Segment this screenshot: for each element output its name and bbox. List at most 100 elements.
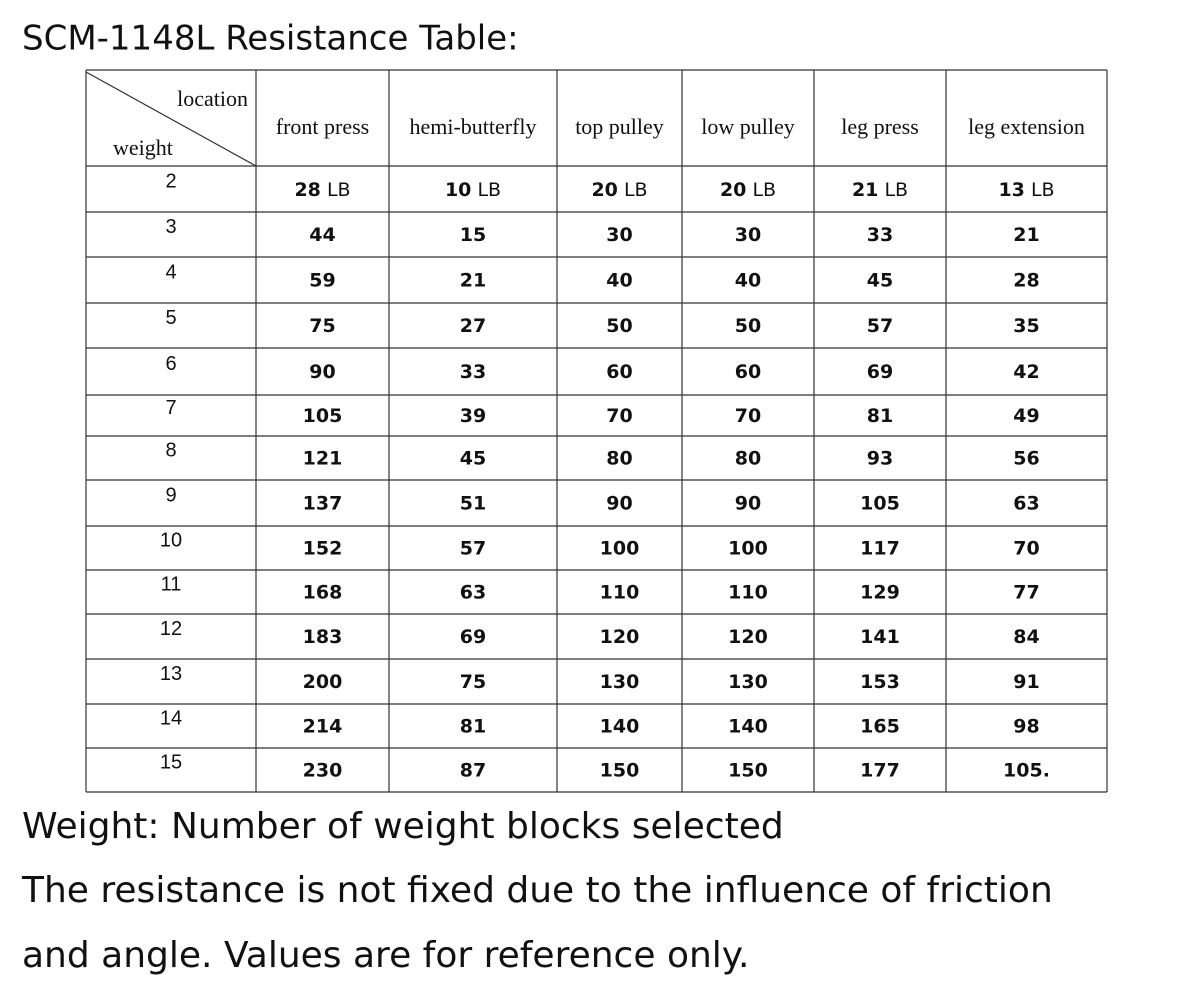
value-cell: 81	[867, 405, 893, 427]
value-cell: 150	[728, 760, 768, 782]
value-cell: 10 LB	[445, 179, 501, 201]
value-cell: 141	[860, 626, 900, 648]
value-cell: 105	[303, 405, 343, 427]
value-cell: 70	[1013, 538, 1039, 560]
value-cell: 56	[1013, 448, 1039, 470]
unit: LB	[884, 179, 908, 201]
value: 13	[998, 179, 1024, 201]
value-cell: 63	[1013, 493, 1039, 515]
value-cell: 140	[728, 716, 768, 738]
value-cell: 183	[303, 626, 343, 648]
unit: LB	[624, 179, 648, 201]
value-cell: 84	[1013, 626, 1039, 648]
value: 21	[852, 179, 878, 201]
value: 10	[445, 179, 471, 201]
footer-line: and angle. Values are for reference only…	[22, 935, 749, 976]
value-cell: 91	[1013, 671, 1039, 693]
weight-cell: 14	[160, 707, 182, 729]
unit: LB	[1031, 179, 1055, 201]
value-cell: 80	[735, 448, 761, 470]
value-cell: 20 LB	[720, 179, 776, 201]
value-cell: 20 LB	[591, 179, 647, 201]
weight-cell: 9	[165, 484, 176, 506]
value-cell: 130	[600, 671, 640, 693]
value-cell: 69	[460, 626, 486, 648]
corner-diagonal	[85, 71, 257, 167]
column-header: leg extension	[968, 114, 1085, 139]
value-cell: 153	[860, 671, 900, 693]
weight-cell: 15	[160, 751, 182, 773]
footer-line: Weight: Number of weight blocks selected	[22, 806, 784, 847]
unit: LB	[752, 179, 776, 201]
value-cell: 30	[606, 224, 632, 246]
value-cell: 70	[606, 405, 632, 427]
value-cell: 140	[600, 716, 640, 738]
value-cell: 27	[460, 315, 486, 337]
weight-cell: 10	[160, 529, 182, 551]
value-cell: 137	[303, 493, 343, 515]
weight-cell: 5	[165, 307, 176, 329]
value-cell: 59	[309, 270, 335, 292]
corner-label: weight	[113, 135, 173, 160]
value: 28	[294, 179, 320, 201]
weight-cell: 12	[160, 618, 182, 640]
value-cell: 90	[735, 493, 761, 515]
weight-cell: 6	[165, 353, 176, 375]
value-cell: 21	[460, 270, 486, 292]
value-cell: 50	[606, 315, 632, 337]
column-header: leg press	[841, 114, 919, 139]
value-cell: 69	[867, 361, 893, 383]
value-cell: 39	[460, 405, 486, 427]
value-cell: 177	[860, 760, 900, 782]
value: 20	[591, 179, 617, 201]
column-header: low pulley	[701, 114, 795, 139]
value-cell: 130	[728, 671, 768, 693]
value: 20	[720, 179, 746, 201]
value-cell: 40	[735, 270, 761, 292]
weight-cell: 8	[165, 439, 176, 461]
weight-cell: 11	[161, 573, 182, 595]
value-cell: 121	[303, 448, 343, 470]
value-cell: 214	[303, 716, 343, 738]
value-cell: 70	[735, 405, 761, 427]
value-cell: 21	[1013, 224, 1039, 246]
value-cell: 87	[460, 760, 486, 782]
value-cell: 51	[460, 493, 486, 515]
value-cell: 40	[606, 270, 632, 292]
weight-cell: 2	[165, 170, 176, 192]
value-cell: 105.	[1003, 760, 1050, 782]
value-cell: 60	[606, 361, 632, 383]
value-cell: 105	[860, 493, 900, 515]
value-cell: 150	[600, 760, 640, 782]
value-cell: 75	[309, 315, 335, 337]
value-cell: 100	[600, 538, 640, 560]
corner-label: location	[177, 86, 248, 111]
value-cell: 152	[303, 538, 343, 560]
value-cell: 28 LB	[294, 179, 350, 201]
value-cell: 30	[735, 224, 761, 246]
value-cell: 93	[867, 448, 893, 470]
title: SCM-1148L Resistance Table:	[22, 19, 519, 59]
weight-cell: 3	[165, 216, 176, 238]
column-header: hemi-butterfly	[409, 114, 536, 139]
value-cell: 42	[1013, 361, 1039, 383]
value-cell: 44	[309, 224, 335, 246]
value-cell: 90	[606, 493, 632, 515]
value-cell: 98	[1013, 716, 1039, 738]
unit: LB	[327, 179, 351, 201]
value-cell: 129	[860, 582, 900, 604]
value-cell: 230	[303, 760, 343, 782]
column-header: front press	[276, 114, 369, 139]
value-cell: 120	[600, 626, 640, 648]
value-cell: 57	[460, 538, 486, 560]
value-cell: 13 LB	[998, 179, 1054, 201]
value-cell: 77	[1013, 582, 1039, 604]
value-cell: 168	[303, 582, 343, 604]
value-cell: 33	[867, 224, 893, 246]
value-cell: 90	[309, 361, 335, 383]
value-cell: 165	[860, 716, 900, 738]
value-cell: 35	[1013, 315, 1039, 337]
value-cell: 45	[460, 448, 486, 470]
